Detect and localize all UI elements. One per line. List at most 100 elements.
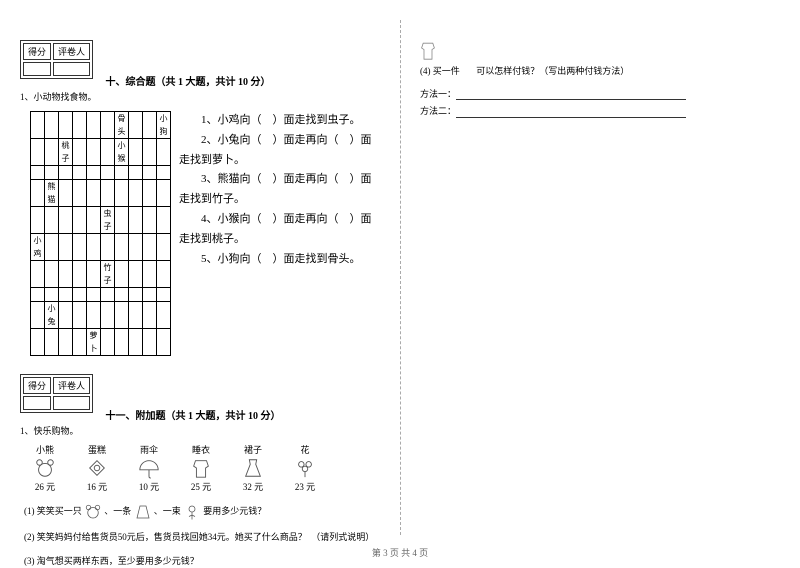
grid-cell <box>101 112 115 139</box>
q10-line: 4、小猴向（ ）面走再向（ ）面走找到桃子。 <box>179 210 378 250</box>
grid-cell <box>115 329 129 356</box>
section11-header: 得分 评卷人 十一、附加题（共 1 大题，共计 10 分） <box>20 374 380 422</box>
grid-cell <box>31 207 45 234</box>
grid-cell <box>157 288 171 302</box>
column-divider <box>400 20 401 535</box>
grid-cell <box>143 180 157 207</box>
q10-line: 2、小兔向（ ）面走再向（ ）面走找到萝卜。 <box>179 131 378 171</box>
grid-cell <box>31 261 45 288</box>
q11-1-a: (1) 笑笑买一只 <box>24 506 82 516</box>
grid-cell <box>73 329 87 356</box>
grid-cell <box>115 288 129 302</box>
q10-line: 1、小鸡向（ ）面走找到虫子。 <box>179 111 378 131</box>
flower-icon <box>294 457 316 479</box>
grid-cell <box>87 112 101 139</box>
grid-cell <box>101 139 115 166</box>
grid-cell <box>143 112 157 139</box>
shop-item-price: 16 元 <box>80 480 114 493</box>
grid-cell <box>59 302 73 329</box>
skirt-icon <box>134 503 152 521</box>
shop-item-name: 小熊 <box>28 443 62 456</box>
grid-cell <box>129 207 143 234</box>
grid-cell <box>73 112 87 139</box>
score-box-10: 得分 评卷人 <box>20 40 93 79</box>
pajama-small-icon <box>462 65 474 79</box>
shop-item: 小熊26 元 <box>28 443 62 493</box>
grid-cell <box>115 180 129 207</box>
grid-cell <box>45 166 59 180</box>
shop-item: 蛋糕 16 元 <box>80 443 114 493</box>
section10-header: 得分 评卷人 十、综合题（共 1 大题，共计 10 分） <box>20 40 380 88</box>
shop-item-name: 睡衣 <box>184 443 218 456</box>
grid-cell <box>31 288 45 302</box>
grid-cell <box>59 112 73 139</box>
grid-cell <box>73 166 87 180</box>
grid-cell <box>31 166 45 180</box>
section10-sub: 1、小动物找食物。 <box>20 90 380 103</box>
q10-questions: 1、小鸡向（ ）面走找到虫子。 2、小兔向（ ）面走再向（ ）面走找到萝卜。 3… <box>177 107 380 360</box>
grid-cell <box>115 302 129 329</box>
grid-cell <box>45 139 59 166</box>
grid-cell <box>31 302 45 329</box>
grid-cell <box>143 139 157 166</box>
bear-icon <box>34 457 56 479</box>
grid-cell <box>59 207 73 234</box>
grid-cell <box>87 207 101 234</box>
shop-item-price: 23 元 <box>288 480 322 493</box>
q11-4: (4) 买一件 可以怎样付钱？（写出两种付钱方法） 方法一： 方法二： <box>420 40 780 118</box>
grid-cell <box>157 139 171 166</box>
grid-cell <box>143 234 157 261</box>
grid-cell: 竹子 <box>101 261 115 288</box>
grid-cell <box>59 329 73 356</box>
shop-item: 雨伞10 元 <box>132 443 166 493</box>
grid-cell <box>143 166 157 180</box>
shop-item-name: 蛋糕 <box>80 443 114 456</box>
section11-sub: 1、快乐购物。 <box>20 424 380 437</box>
q4-text-a: (4) 买一件 <box>420 66 460 76</box>
grid-cell <box>45 112 59 139</box>
grid-cell <box>157 166 171 180</box>
right-column: (4) 买一件 可以怎样付钱？（写出两种付钱方法） 方法一： 方法二： <box>400 0 800 565</box>
grid-cell <box>73 261 87 288</box>
grid-cell <box>73 302 87 329</box>
grid-cell <box>87 302 101 329</box>
grid-cell <box>101 302 115 329</box>
grid-cell <box>31 329 45 356</box>
score-label: 得分 <box>23 377 51 394</box>
grid-cell <box>45 234 59 261</box>
grid-cell: 虫子 <box>101 207 115 234</box>
grid-cell <box>87 166 101 180</box>
shop-item-name: 花 <box>288 443 322 456</box>
blank-line-2 <box>456 107 686 118</box>
cake-icon <box>86 457 108 479</box>
grid-cell <box>143 302 157 329</box>
bear-icon <box>84 503 102 521</box>
grid-cell: 萝卜 <box>87 329 101 356</box>
grid-cell <box>31 180 45 207</box>
q10-line: 3、熊猫向（ ）面走再向（ ）面走找到竹子。 <box>179 170 378 210</box>
grid-cell <box>87 234 101 261</box>
blank-line-1 <box>456 89 686 100</box>
grid-cell <box>129 166 143 180</box>
shop-item-name: 雨伞 <box>132 443 166 456</box>
page-footer: 第 3 页 共 4 页 <box>0 546 800 559</box>
skirt-icon <box>242 457 264 479</box>
q10-line: 5、小狗向（ ）面走找到骨头。 <box>179 250 378 270</box>
grid-cell <box>157 234 171 261</box>
score-label: 得分 <box>23 43 51 60</box>
grid-cell <box>129 329 143 356</box>
grid-cell <box>45 261 59 288</box>
grid-cell <box>59 234 73 261</box>
grid-cell <box>129 180 143 207</box>
grid-cell <box>73 139 87 166</box>
method1-label: 方法一： <box>420 89 456 99</box>
q11-1-b: 、一条 <box>104 506 131 516</box>
grid-cell <box>87 288 101 302</box>
left-column: 得分 评卷人 十、综合题（共 1 大题，共计 10 分） 1、小动物找食物。 骨… <box>0 0 400 565</box>
grid-cell <box>115 234 129 261</box>
grid-cell <box>157 261 171 288</box>
grid-cell <box>143 329 157 356</box>
grid-cell <box>73 207 87 234</box>
q4-text-b: 可以怎样付钱？（写出两种付钱方法） <box>476 66 629 76</box>
grid-cell <box>101 166 115 180</box>
